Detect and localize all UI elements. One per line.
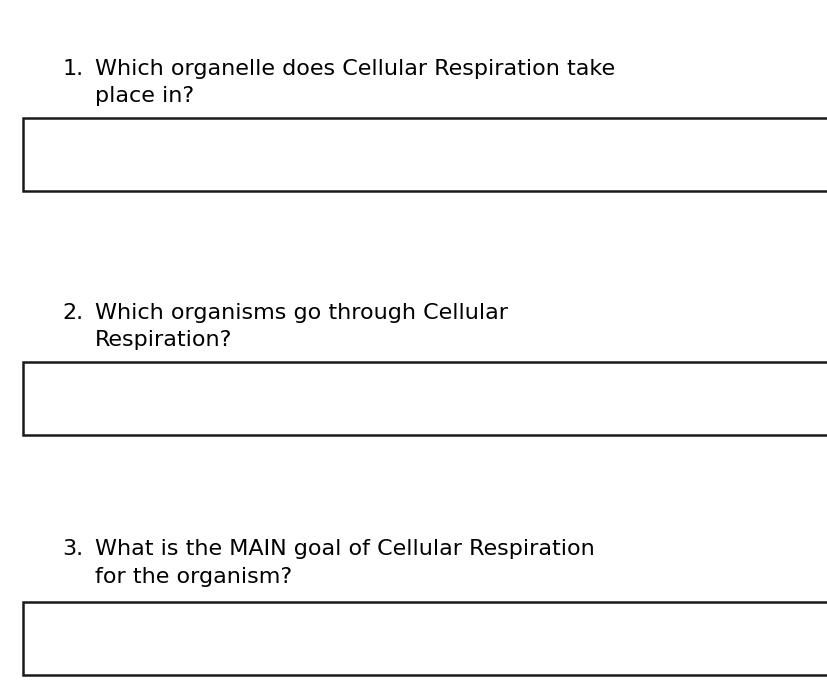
Text: 2.: 2. <box>62 303 84 323</box>
Bar <box>23 602 827 675</box>
Text: Which organelle does Cellular Respiration take
place in?: Which organelle does Cellular Respiratio… <box>95 59 614 106</box>
Text: 1.: 1. <box>62 59 84 79</box>
Bar <box>23 362 827 435</box>
Text: What is the MAIN goal of Cellular Respiration
for the organism?: What is the MAIN goal of Cellular Respir… <box>95 539 595 587</box>
Bar <box>23 118 827 191</box>
Text: 3.: 3. <box>62 539 84 560</box>
Text: Which organisms go through Cellular
Respiration?: Which organisms go through Cellular Resp… <box>95 303 508 350</box>
